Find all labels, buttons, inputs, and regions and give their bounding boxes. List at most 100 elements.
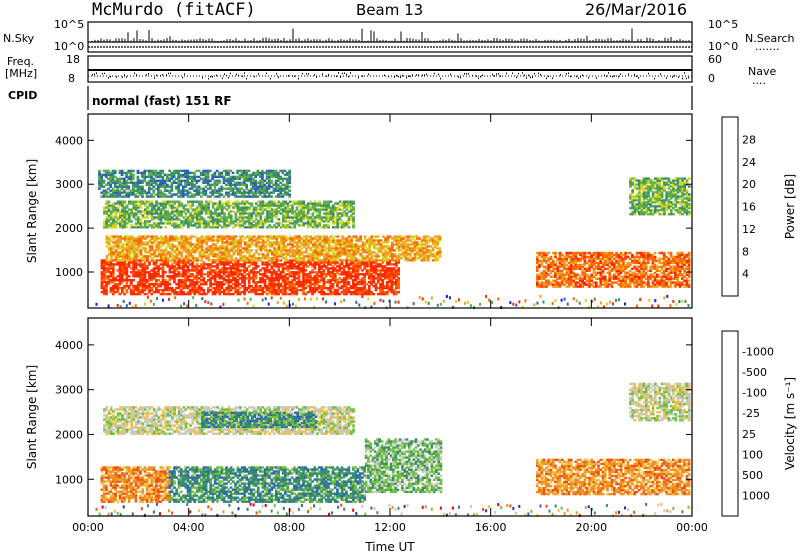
data-cell — [123, 212, 127, 215]
data-cell — [152, 216, 156, 219]
data-cell — [254, 216, 258, 219]
data-cell — [168, 202, 172, 205]
data-cell — [234, 279, 237, 282]
data-cell — [309, 222, 312, 225]
data-cell — [363, 275, 366, 278]
data-cell — [160, 249, 163, 252]
data-cell — [198, 243, 202, 246]
data-cell — [309, 216, 312, 219]
data-cell — [338, 251, 342, 254]
data-cell — [209, 183, 212, 186]
data-cell — [316, 243, 319, 246]
data-cell — [171, 253, 174, 256]
data-cell — [313, 279, 317, 282]
data-cell — [102, 173, 106, 177]
data-cell — [216, 275, 219, 278]
data-cell — [161, 288, 165, 292]
data-cell — [239, 212, 242, 215]
data-cell — [138, 179, 142, 182]
data-cell — [111, 273, 115, 276]
data-cell — [300, 220, 303, 223]
data-cell — [357, 251, 360, 254]
data-cell — [154, 263, 158, 266]
data-cell — [150, 292, 154, 296]
data-cell — [311, 288, 314, 292]
data-cell — [116, 259, 120, 262]
data-cell — [268, 243, 272, 246]
data-cell — [352, 251, 356, 254]
data-cell — [284, 253, 288, 256]
data-cell — [177, 200, 181, 203]
data-cell — [365, 292, 369, 296]
data-cell — [220, 269, 224, 272]
data-cell — [316, 245, 319, 248]
data-cell — [340, 285, 344, 288]
data-cell — [114, 251, 118, 254]
data-cell — [381, 255, 385, 258]
data-cell — [136, 259, 140, 262]
data-cell — [302, 281, 305, 284]
data-cell — [397, 235, 401, 238]
data-cell — [116, 187, 119, 190]
data-cell — [252, 206, 256, 209]
data-cell — [107, 191, 110, 194]
data-cell — [126, 241, 129, 244]
data-cell — [198, 214, 201, 217]
data-cell — [154, 267, 158, 270]
data-cell — [259, 257, 263, 260]
data-cell — [388, 286, 391, 290]
data-cell — [177, 292, 181, 296]
data-cell — [431, 239, 435, 242]
freq-unit: [MHz] — [5, 67, 37, 80]
data-cell — [159, 212, 163, 215]
data-cell — [187, 239, 190, 242]
data-cell — [225, 216, 229, 219]
data-cell — [375, 235, 378, 238]
data-cell — [168, 218, 172, 221]
data-cell — [150, 283, 154, 286]
data-cell — [329, 255, 333, 258]
data-cell — [395, 273, 398, 276]
data-cell — [214, 243, 217, 246]
data-cell — [150, 224, 154, 227]
data-cell — [338, 292, 342, 296]
data-cell — [340, 212, 344, 215]
data-cell — [218, 200, 222, 203]
data-cell — [345, 290, 348, 294]
data-cell — [411, 247, 415, 250]
data-cell — [222, 261, 226, 264]
data-cell — [107, 187, 110, 190]
data-cell — [206, 171, 210, 175]
data-cell — [270, 218, 274, 221]
data-cell — [309, 241, 313, 244]
data-cell — [331, 204, 335, 207]
data-cell — [329, 247, 333, 250]
data-cell — [297, 263, 301, 266]
data-cell — [136, 263, 140, 266]
data-cell — [259, 281, 262, 284]
data-cell — [288, 273, 292, 276]
data-cell — [286, 269, 289, 272]
data-cell — [200, 263, 203, 266]
data-cell — [161, 171, 165, 175]
data-cell — [213, 181, 217, 184]
data-cell — [170, 267, 174, 270]
data-cell — [367, 271, 371, 274]
data-cell — [239, 224, 242, 227]
data-cell — [295, 261, 299, 264]
data-cell — [422, 237, 426, 240]
data-cell — [366, 249, 369, 252]
data-cell — [354, 263, 357, 266]
data-cell — [336, 257, 340, 260]
data-cell — [395, 269, 398, 272]
data-cell — [254, 218, 258, 221]
data-cell — [143, 273, 147, 276]
data-cell — [254, 191, 258, 194]
data-cell — [293, 202, 297, 205]
data-cell — [363, 251, 367, 254]
data-cell — [275, 275, 278, 278]
data-cell — [322, 208, 326, 211]
data-cell — [216, 259, 220, 262]
data-cell — [134, 271, 138, 274]
